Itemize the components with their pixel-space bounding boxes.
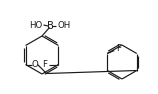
Text: O: O [31, 60, 38, 69]
Text: F: F [116, 44, 121, 53]
Text: OH: OH [58, 22, 71, 30]
Text: B: B [47, 21, 53, 31]
Text: HO: HO [29, 20, 42, 30]
Text: F: F [43, 60, 47, 69]
